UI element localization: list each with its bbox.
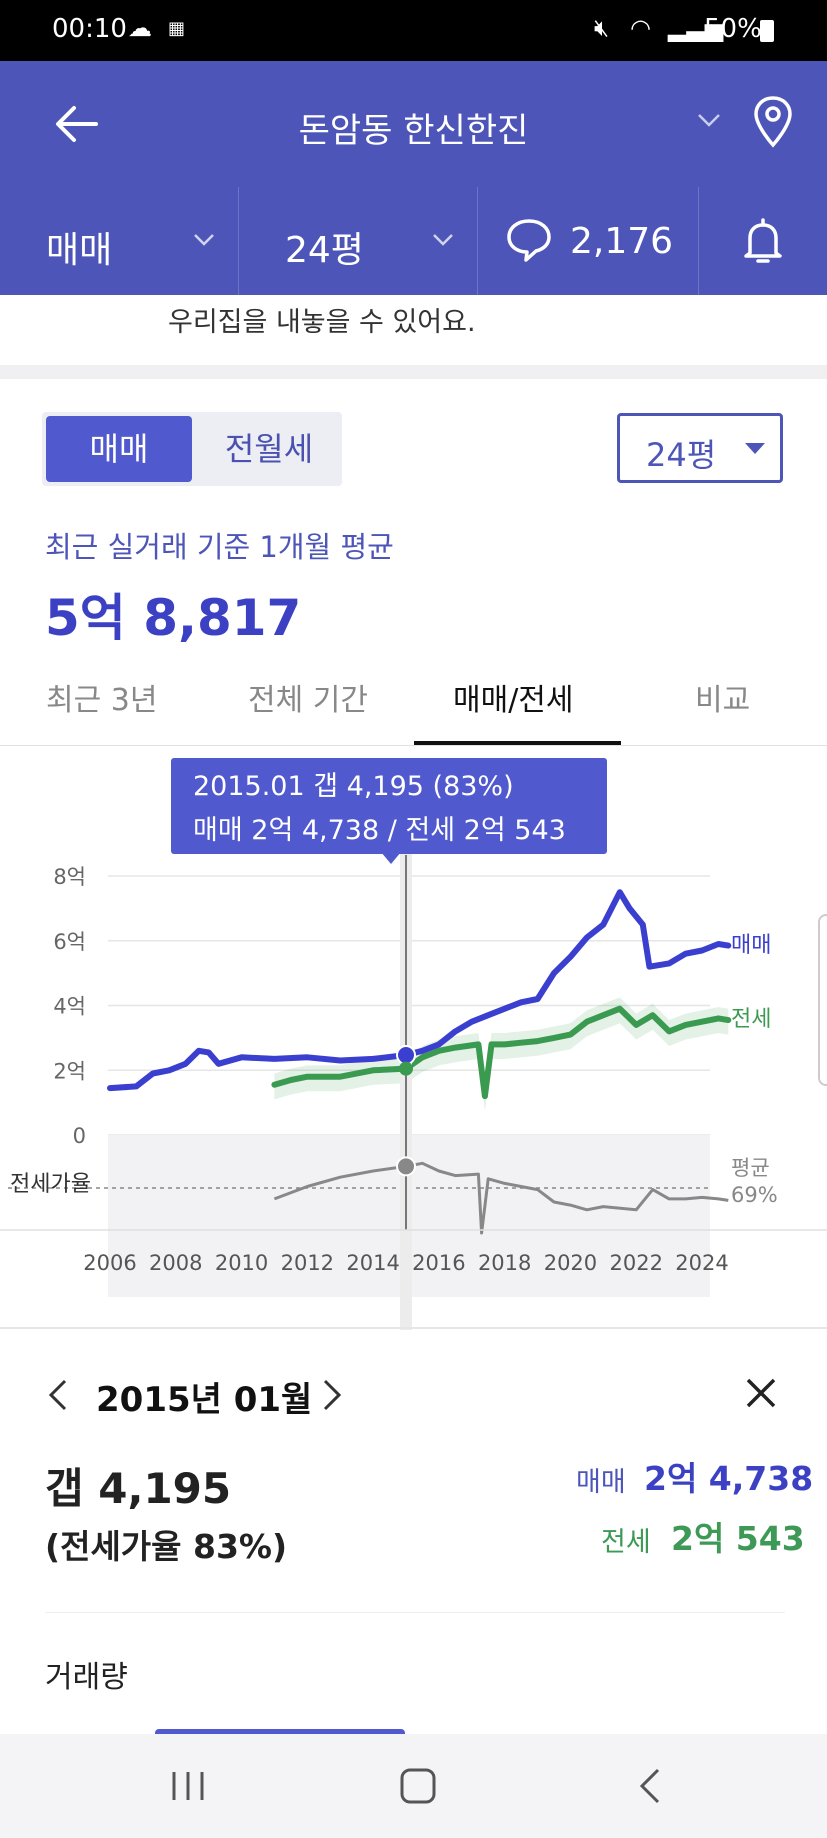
x-tick-label: 2006: [83, 1251, 136, 1275]
jeonse-range-band: [274, 997, 729, 1111]
detail-date: 2015년 01월: [96, 1380, 313, 1420]
chevron-down-icon[interactable]: [696, 111, 722, 131]
signal-icon: ▂▃▅: [668, 14, 724, 42]
active-tab-indicator: [414, 741, 621, 745]
x-tick-label: 2022: [609, 1251, 662, 1275]
size-filter-select[interactable]: 24평: [239, 187, 478, 295]
system-nav-bar: [0, 1734, 827, 1838]
back-icon[interactable]: [634, 1766, 664, 1806]
average-value: 69%: [731, 1183, 778, 1207]
bell-icon[interactable]: [740, 217, 786, 267]
tooltip-line-2: 매매 2억 4,738 / 전세 2억 543: [193, 815, 566, 846]
comments-count: 2,176: [570, 221, 674, 262]
home-icon[interactable]: [398, 1766, 438, 1806]
sale-series-line: [107, 889, 732, 1092]
chart-divider: [0, 1327, 827, 1329]
next-month-icon[interactable]: [320, 1378, 344, 1412]
filter-bar: 매매 24평 2,176: [0, 187, 827, 295]
y-tick-label: 6억: [53, 930, 86, 954]
comments-button[interactable]: 2,176: [478, 187, 699, 295]
sale-value: 2억 4,738: [644, 1459, 814, 1498]
back-arrow-icon[interactable]: [52, 99, 102, 149]
toggle-rent[interactable]: 전월세: [224, 430, 314, 468]
caret-down-icon: [745, 443, 765, 454]
x-tick-label: 2014: [346, 1251, 399, 1275]
toggle-sale[interactable]: 매매: [46, 416, 192, 482]
status-time: 00:10: [52, 14, 127, 44]
price-subtitle: 최근 실거래 기준 1개월 평균: [45, 530, 394, 564]
x-tick-label: 2020: [544, 1251, 597, 1275]
jeonse-label: 전세: [601, 1527, 651, 1558]
jeonse-marker: [399, 1061, 413, 1076]
deal-type-label: 매매: [46, 230, 113, 271]
page-title[interactable]: 돈암동 한신한진: [298, 111, 529, 151]
y-tick-label: 4억: [53, 995, 86, 1019]
jeonse-series-line: [271, 1005, 732, 1100]
deal-type-select[interactable]: 매매: [0, 187, 239, 295]
section-divider: [0, 365, 827, 379]
ratio-marker: [396, 1156, 416, 1177]
gap-value: 갭 4,195: [45, 1464, 232, 1513]
notice-text: 우리집을 내놓을 수 있어요.: [168, 307, 476, 338]
tooltip-pointer: [381, 852, 401, 864]
location-pin-icon[interactable]: [752, 95, 794, 149]
size-dropdown-label: 24평: [646, 436, 717, 474]
x-tick-label: 2018: [478, 1251, 531, 1275]
tooltip-line-1: 2015.01 갭 4,195 (83%): [193, 771, 514, 802]
series-label-sale: 매매: [731, 933, 771, 958]
battery-level: 50%: [704, 14, 762, 44]
chevron-down-icon: [194, 234, 214, 246]
size-filter-label: 24평: [285, 230, 364, 271]
wifi-icon: ◠: [630, 14, 651, 42]
prev-month-icon[interactable]: [46, 1378, 70, 1412]
chart-tooltip: 2015.01 갭 4,195 (83%) 매매 2억 4,738 / 전세 2…: [171, 758, 607, 854]
status-bar: 00:10 ☁ ▦ 🔇︎ ◠ ▂▃▅ 50%: [0, 0, 827, 61]
speech-bubble-icon: [507, 219, 551, 262]
y-tick-label: 0: [73, 1124, 86, 1148]
volume-bar: [155, 1729, 405, 1737]
chevron-down-icon: [433, 234, 453, 246]
side-scroll-handle[interactable]: [818, 914, 827, 1086]
x-tick-label: 2012: [281, 1251, 334, 1275]
size-dropdown[interactable]: 24평: [617, 413, 783, 483]
sale-label: 매매: [576, 1467, 626, 1498]
tab-sale-jeonse[interactable]: 매매/전세: [453, 683, 574, 718]
cloud-icon: ☁: [128, 14, 152, 42]
y-tick-label: 2억: [53, 1059, 86, 1083]
tab-compare[interactable]: 비교: [695, 683, 751, 718]
close-icon[interactable]: [744, 1376, 778, 1410]
tab-recent-3-years[interactable]: 최근 3년: [46, 683, 158, 718]
tabs-divider: [0, 745, 827, 746]
sale-marker: [396, 1045, 416, 1066]
volume-title: 거래량: [45, 1660, 128, 1695]
series-label-jeonse: 전세: [731, 1007, 771, 1032]
ratio-axis-label: 전세가율: [10, 1172, 91, 1197]
jeonse-value: 2억 543: [671, 1519, 805, 1558]
mute-icon: 🔇︎: [594, 14, 610, 42]
app-header: 돈암동 한신한진: [0, 61, 827, 187]
average-label: 평균: [731, 1156, 770, 1180]
battery-icon: [760, 20, 774, 42]
x-tick-label: 2016: [412, 1251, 465, 1275]
x-tick-label: 2024: [675, 1251, 728, 1275]
x-tick-label: 2010: [215, 1251, 268, 1275]
y-tick-label: 8억: [53, 865, 86, 889]
jeonse-ratio: (전세가율 83%): [45, 1527, 288, 1566]
app-notification-icon: ▦: [168, 18, 186, 39]
average-price: 5억 8,817: [45, 589, 302, 647]
detail-divider: [45, 1612, 785, 1613]
tab-all-period[interactable]: 전체 기간: [248, 683, 368, 718]
recent-apps-icon[interactable]: [168, 1768, 208, 1804]
x-tick-label: 2008: [149, 1251, 202, 1275]
